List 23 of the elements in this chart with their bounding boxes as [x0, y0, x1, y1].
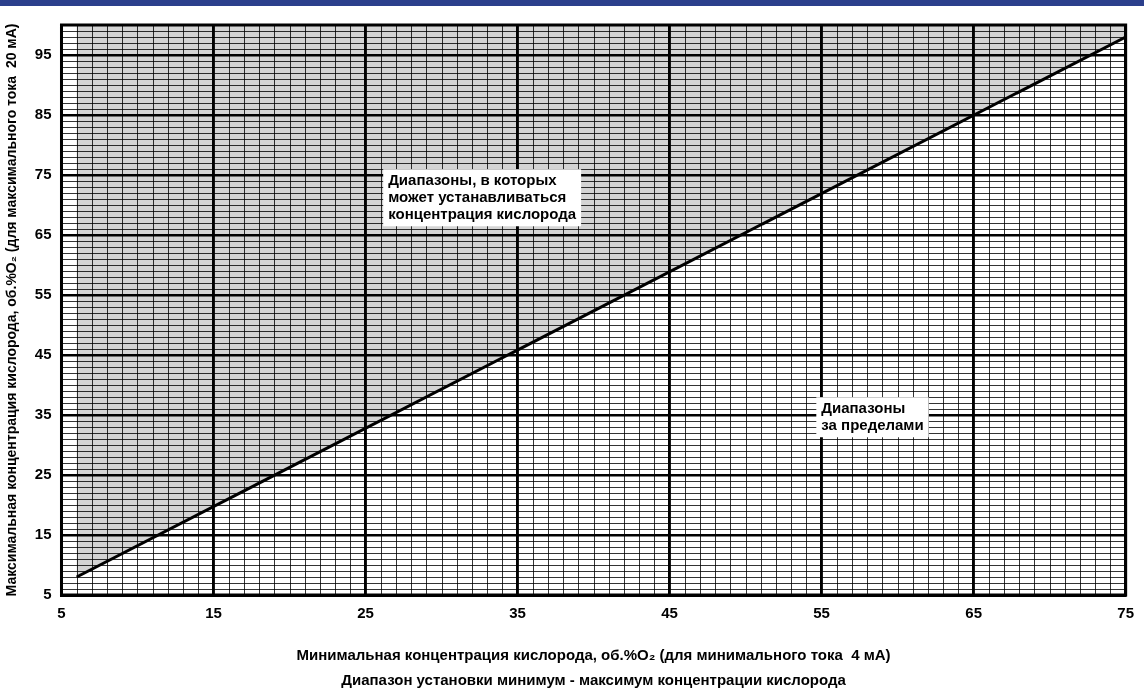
- x-tick-label: 65: [965, 604, 982, 622]
- y-tick-label: 65: [34, 225, 52, 243]
- x-tick-label: 35: [509, 604, 526, 622]
- x-axis-title: Минимальная концентрация кислорода, об.%O₂ (для минимального тока 4 мА): [296, 646, 891, 664]
- y-tick-label: 35: [34, 405, 52, 423]
- y-tick-label: 55: [34, 285, 52, 303]
- x-tick-label: 25: [357, 604, 374, 622]
- y-tick-label: 5: [43, 585, 52, 603]
- x-tick-label: 45: [661, 604, 678, 622]
- y-tick-label: 75: [34, 165, 52, 183]
- x-tick-label: 5: [57, 604, 66, 622]
- x-tick-label: 75: [1117, 604, 1134, 622]
- annotation: Диапазоны, в которых может устанавливаться концентрация кислорода: [388, 170, 577, 222]
- y-tick-label: 85: [34, 105, 52, 123]
- y-tick-label: 15: [34, 525, 52, 543]
- x-tick-label: 15: [205, 604, 222, 622]
- y-tick-label: 45: [34, 345, 52, 363]
- annotation: Диапазоны за пределами: [821, 398, 924, 433]
- x-tick-label: 55: [813, 604, 830, 622]
- y-tick-label: 25: [34, 465, 52, 483]
- y-axis-title: Максимальная концентрация кислорода, об.%O₂ (для максимального тока 20 мА): [3, 23, 20, 597]
- text: Диапазон установки минимум - максимум концентрации кислорода: [341, 670, 847, 688]
- y-tick-label: 95: [34, 45, 52, 63]
